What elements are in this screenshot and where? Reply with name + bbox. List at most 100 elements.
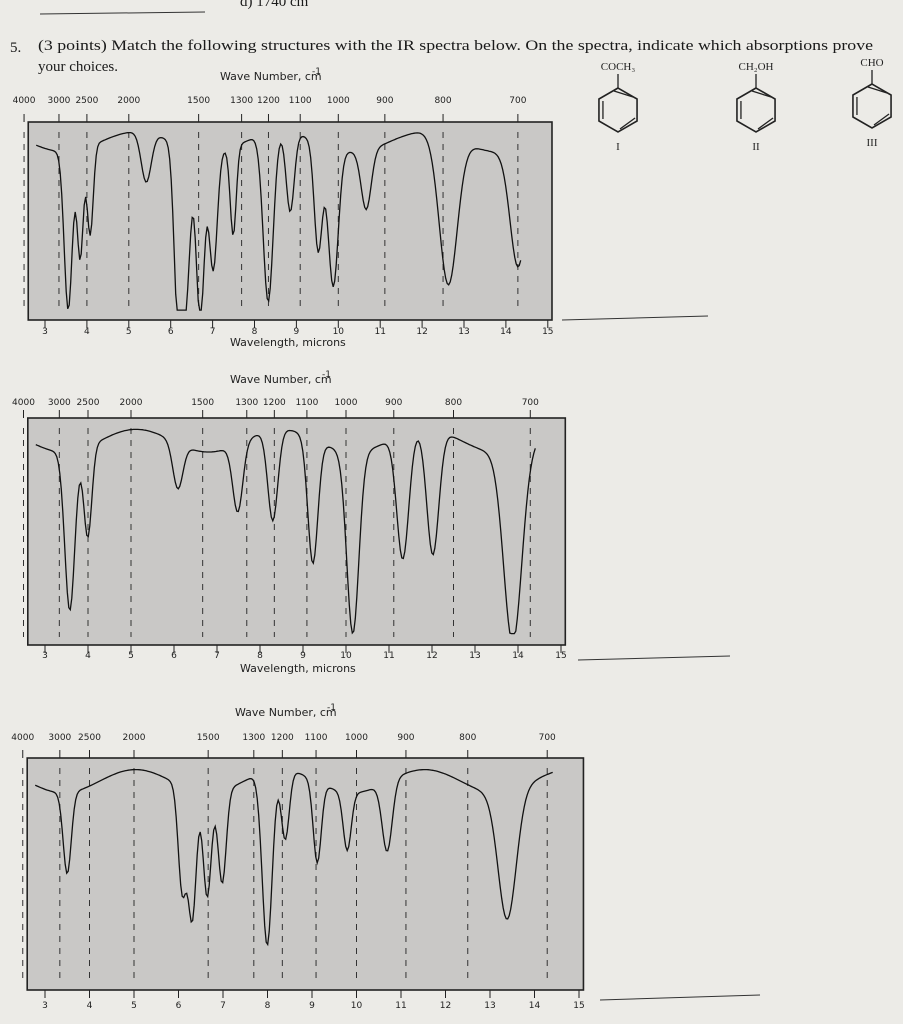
- wavelength-tick-label: 7: [214, 651, 220, 661]
- wavenumber-tick-label: 900: [376, 96, 393, 106]
- wavelength-tick-label: 14: [529, 1001, 541, 1011]
- wavenumber-tick-label: 2500: [77, 398, 100, 408]
- wavelength-tick-label: 3: [42, 651, 48, 661]
- wavelength-tick-label: 4: [85, 651, 91, 661]
- wavelength-tick-label: 15: [542, 327, 553, 337]
- wavenumber-tick-label: 1500: [191, 398, 214, 408]
- wavenumber-tick-label: 2500: [78, 733, 101, 743]
- wavenumber-tick-label: 4000: [12, 398, 35, 408]
- wavenumber-tick-label: 700: [539, 733, 556, 743]
- wavelength-tick-label: 13: [469, 651, 480, 661]
- wavenumber-tick-label: 700: [509, 96, 526, 106]
- wavelength-tick-label: 7: [210, 327, 216, 337]
- benzene-structure: CH₂OH II: [736, 61, 776, 153]
- wavelength-tick-label: 15: [555, 651, 566, 661]
- wavelength-tick-label: 14: [512, 651, 524, 661]
- wavelength-tick-label: 9: [309, 1001, 315, 1011]
- wavenumber-tick-label: 1000: [327, 96, 350, 106]
- wavelength-tick-label: 5: [131, 1001, 137, 1011]
- wavenumber-tick-label: 3000: [48, 96, 71, 106]
- wavelength-tick-label: 10: [340, 651, 352, 661]
- spectrum-frame: [26, 757, 585, 991]
- wavenumber-tick-label: 1300: [242, 733, 265, 743]
- wavenumber-tick-label: 1000: [335, 398, 358, 408]
- wavenumber-tick-label: 1300: [230, 96, 253, 106]
- wavenumber-title: Wave Number, cm: [230, 373, 332, 386]
- wavelength-tick-label: 9: [294, 327, 300, 337]
- question-text: (3 points) Match the following structure…: [38, 38, 873, 54]
- substituent-label: CH₂OH: [738, 61, 773, 73]
- wavenumber-title: Wave Number, cm: [220, 70, 322, 83]
- wavelength-tick-label: 8: [257, 651, 263, 661]
- wavelength-tick-label: 8: [265, 1001, 271, 1011]
- wavenumber-tick-label: 900: [397, 733, 414, 743]
- question-number: 5.: [10, 40, 21, 56]
- wavelength-tick-label: 7: [220, 1001, 226, 1011]
- wavelength-tick-label: 6: [176, 1001, 182, 1011]
- benzene-structure: CHO III: [852, 57, 892, 149]
- wavenumber-tick-label: 2000: [120, 398, 143, 408]
- wavelength-tick-label: 6: [171, 651, 177, 661]
- substituent-label: COCH₃: [601, 61, 636, 73]
- ir-spectrum: Wave Number, cm-1 4000 3000 2500 2000 1500 130…: [13, 67, 554, 349]
- wavenumber-tick-label: 1500: [197, 733, 220, 743]
- wavenumber-tick-label: 2000: [123, 733, 146, 743]
- answer-line: [577, 655, 731, 661]
- wavelength-title: Wavelength, microns: [230, 336, 346, 349]
- wavelength-tick-label: 6: [168, 327, 174, 337]
- wavelength-tick-label: 13: [458, 327, 469, 337]
- wavenumber-exponent: -1: [312, 67, 321, 77]
- wavelength-tick-label: 5: [128, 651, 134, 661]
- wavenumber-tick-label: 2000: [117, 96, 140, 106]
- wavelength-tick-label: 11: [374, 327, 385, 337]
- spectrum-frame: [27, 121, 553, 321]
- double-bond: [867, 86, 888, 94]
- wavelength-tick-label: 10: [333, 327, 345, 337]
- wavenumber-tick-label: 900: [385, 398, 402, 408]
- header-fragment: d) 1740 cm: [240, 0, 309, 10]
- structures: COCH₃ I CH₂OH II CHO III: [598, 57, 892, 153]
- wavenumber-tick-label: 1200: [263, 398, 286, 408]
- wavenumber-exponent: -1: [322, 370, 331, 380]
- wavelength-tick-label: 3: [42, 1001, 48, 1011]
- double-bond: [751, 90, 772, 98]
- wavenumber-tick-label: 700: [522, 398, 539, 408]
- benzene-ring: [598, 87, 638, 133]
- absorption-trace: [34, 768, 553, 947]
- answer-line: [561, 315, 709, 321]
- wavenumber-tick-label: 800: [434, 96, 451, 106]
- wavenumber-exponent: -1: [327, 703, 336, 713]
- benzene-ring: [736, 87, 776, 133]
- wavenumber-tick-label: 3000: [48, 733, 71, 743]
- question-text: your choices.: [38, 59, 118, 75]
- wavenumber-tick-label: 800: [445, 398, 462, 408]
- wavenumber-tick-label: 4000: [11, 733, 34, 743]
- wavenumber-tick-label: 1300: [235, 398, 258, 408]
- wavenumber-tick-label: 1100: [305, 733, 328, 743]
- wavenumber-tick-label: 1200: [271, 733, 294, 743]
- wavenumber-tick-label: 800: [459, 733, 476, 743]
- wavelength-tick-label: 3: [42, 327, 48, 337]
- wavenumber-tick-label: 3000: [48, 398, 71, 408]
- wavenumber-tick-label: 1500: [187, 96, 210, 106]
- double-bond: [873, 113, 890, 126]
- wavenumber-tick-label: 1200: [257, 96, 280, 106]
- answer-line: [599, 994, 761, 1001]
- wavelength-tick-label: 4: [84, 327, 90, 337]
- wavenumber-tick-label: 1100: [289, 96, 312, 106]
- wavenumber-tick-label: 1000: [345, 733, 368, 743]
- substituent-label: CHO: [860, 57, 883, 69]
- wavelength-tick-label: 14: [500, 327, 512, 337]
- wavelength-tick-label: 12: [426, 651, 437, 661]
- wavenumber-tick-label: 1100: [295, 398, 318, 408]
- absorption-trace: [35, 428, 536, 635]
- previous-answer-line: [39, 11, 206, 15]
- wavenumber-tick-label: 2500: [75, 96, 98, 106]
- wavelength-tick-label: 12: [416, 327, 427, 337]
- structure-label: II: [752, 141, 760, 153]
- wavelength-tick-label: 13: [484, 1001, 495, 1011]
- double-bond: [757, 117, 774, 130]
- ir-spectrum: Wave Number, cm-1 4000 3000 2500 2000 1500 130…: [11, 703, 584, 1011]
